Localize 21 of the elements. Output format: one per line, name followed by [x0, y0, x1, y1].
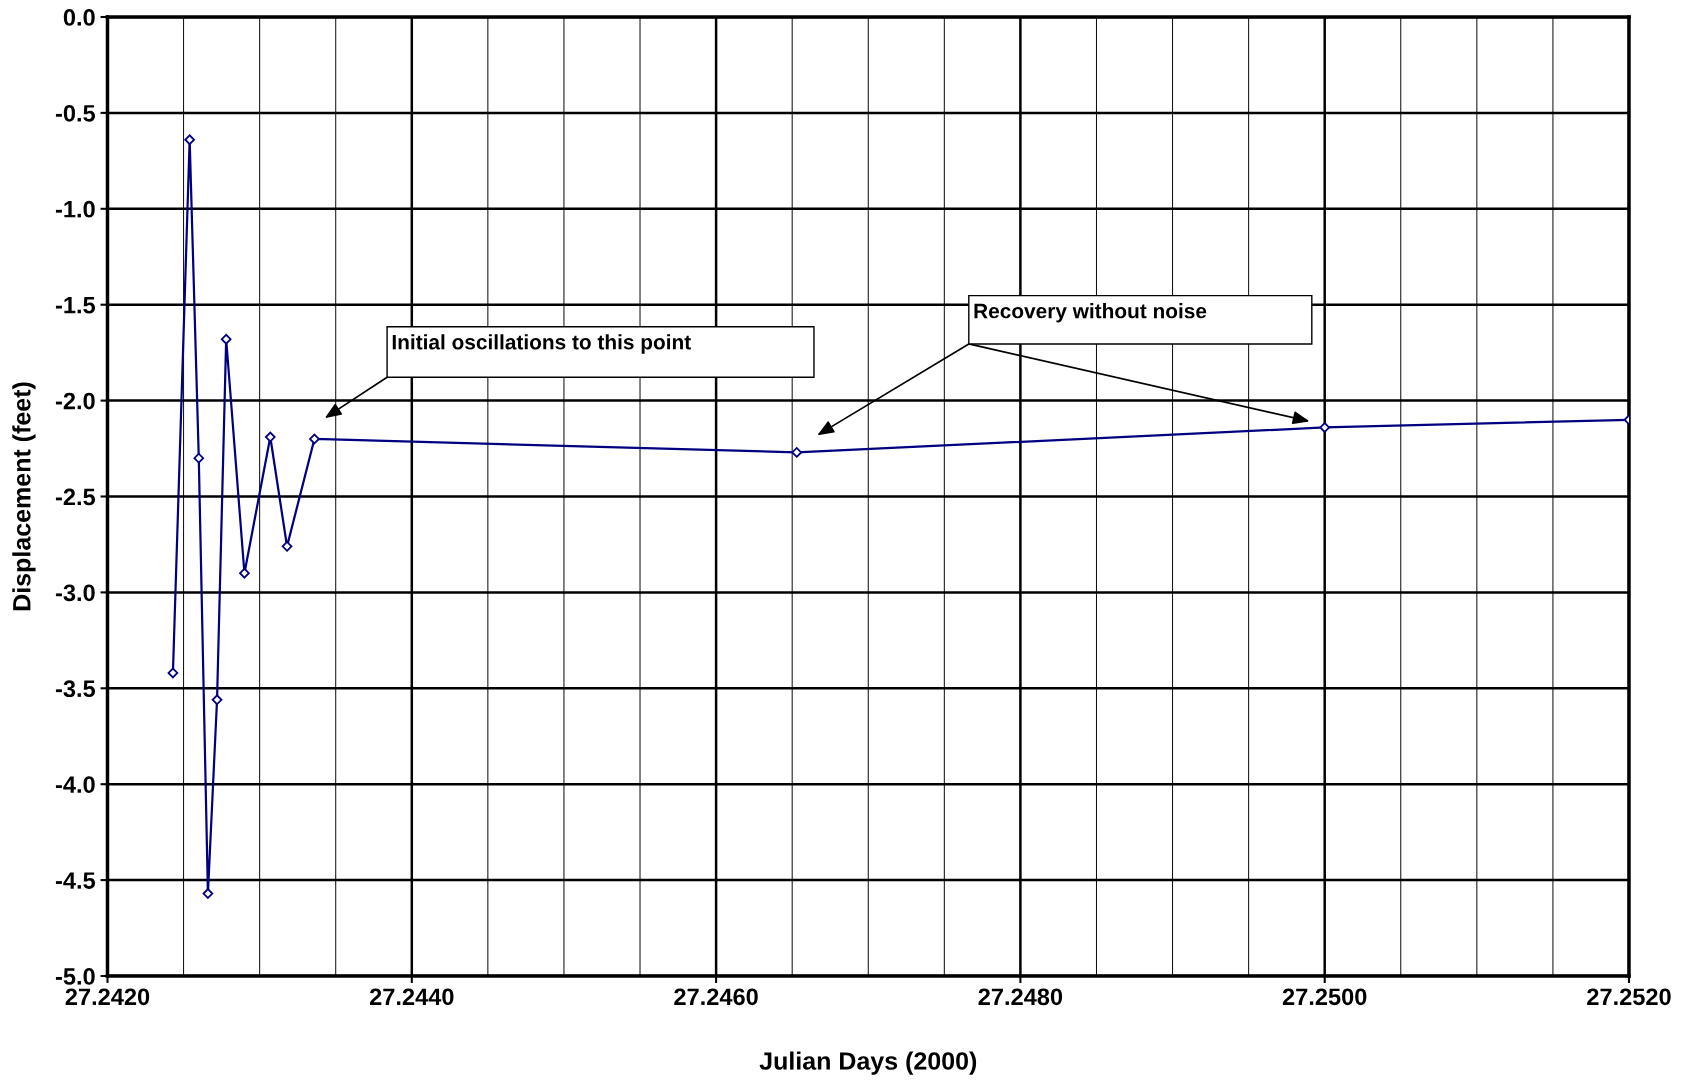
y-tick-label: -1.0: [55, 200, 95, 218]
x-tick-label: 27.2460: [674, 988, 758, 1006]
y-axis-title: Displacement (feet): [12, 382, 36, 611]
y-tick-label: -4.0: [55, 776, 95, 793]
annotation: Recovery without noise: [974, 303, 1207, 323]
y-tick-label: -3.5: [55, 680, 96, 698]
y-tick-label: -2.5: [55, 488, 96, 506]
y-tick-label: -3.0: [55, 584, 95, 602]
y-tick-label: -1.5: [55, 297, 96, 314]
x-tick-label: 27.2440: [369, 988, 454, 1006]
y-tick-label: -0.5: [55, 104, 96, 122]
y-tick-label: -2.0: [55, 392, 95, 410]
y-tick-label: -4.5: [55, 872, 96, 889]
x-axis-title: Julian Days (2000): [759, 1051, 977, 1075]
x-tick-label: 27.2480: [978, 988, 1063, 1006]
x-tick-label: 27.2420: [65, 988, 150, 1006]
y-tick-label: 0.0: [63, 9, 95, 26]
x-tick-label: 27.2500: [1282, 988, 1367, 1006]
x-tick-label: 27.2520: [1587, 988, 1671, 1006]
annotation: Initial oscillations to this point: [392, 334, 691, 354]
y-tick-label: -5.0: [55, 968, 95, 985]
